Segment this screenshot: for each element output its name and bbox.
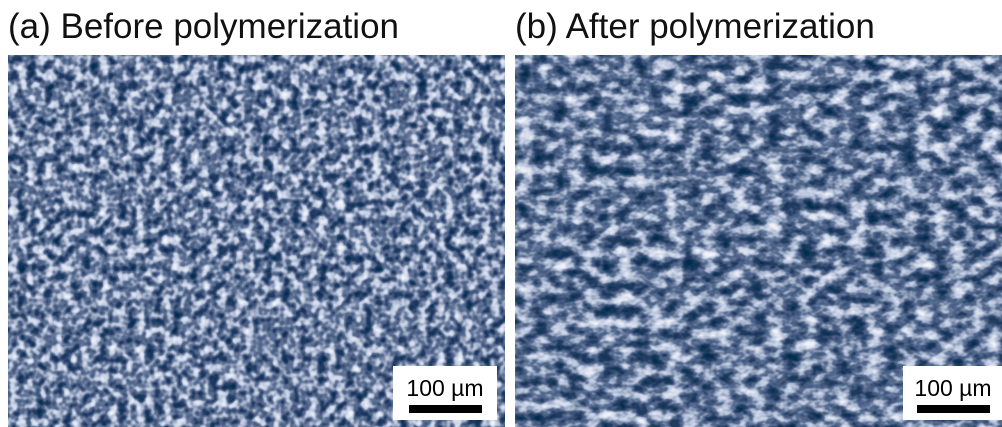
scale-bar-label: 100 µm	[914, 375, 991, 401]
panel-title: (a) Before polymerization	[8, 7, 399, 46]
panel-title: (b) After polymerization	[515, 7, 875, 46]
scale-bar-label: 100 µm	[406, 375, 483, 401]
scale-bar	[409, 405, 482, 413]
page: (a) Before polymerization 100 µm (b) Aft…	[0, 0, 1002, 427]
scale-bar	[917, 405, 990, 413]
figure: (a) Before polymerization 100 µm (b) Aft…	[0, 0, 1002, 427]
